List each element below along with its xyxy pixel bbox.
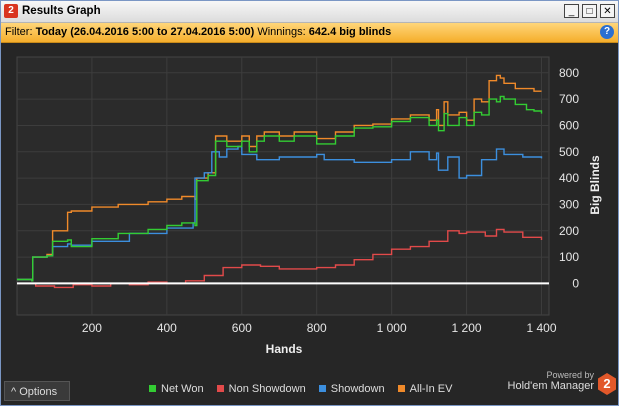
legend-label: All-In EV [409,383,453,395]
legend-item-showdown[interactable]: Showdown [318,383,385,395]
chevron-up-icon: ^ [11,386,17,398]
y-axis-ticks: 0 100 200 300 400 500 600 700 800 [559,66,579,291]
y-tick-label: 500 [559,145,579,159]
x-axis-label: Hands [266,342,303,356]
x-tick-label: 1 200 [452,321,482,335]
chart-series [17,74,549,289]
filter-bar: Filter: Today (26.04.2016 5:00 to 27.04.… [1,23,618,43]
x-tick-label: 600 [232,321,252,335]
y-tick-label: 800 [559,66,579,80]
filter-range[interactable]: Today (26.04.2016 5:00 to 27.04.2016 5:0… [35,26,255,38]
legend-swatch [216,384,224,392]
winnings-label: Winnings: [257,26,306,38]
options-button[interactable]: ^ Options [4,381,70,401]
y-tick-label: 200 [559,224,579,238]
legend-item-non-showdown[interactable]: Non Showdown [216,383,306,395]
app-logo-icon: 2 [4,4,18,18]
x-tick-label: 200 [82,321,102,335]
hm2-logo-icon: 2 [598,373,616,395]
y-tick-label: 600 [559,118,579,132]
y-axis-label: Big Blinds [588,155,602,215]
legend-swatch [149,384,156,392]
y-tick-label: 700 [559,92,579,106]
chart-grid [16,56,550,316]
x-tick-label: 800 [307,321,327,335]
close-button[interactable]: ✕ [600,4,615,18]
y-tick-label: 100 [559,250,579,264]
x-axis-ticks: 200 400 600 800 1 000 1 200 1 400 [82,321,557,335]
series-line-all-in-ev [17,74,542,282]
legend-label: Non Showdown [228,383,306,395]
x-tick-label: 400 [157,321,177,335]
options-label: Options [19,386,58,398]
window-title: Results Graph [22,5,101,17]
help-icon[interactable]: ? [600,25,614,39]
minimize-button[interactable]: _ [564,4,579,18]
legend-label: Showdown [330,383,385,395]
legend-swatch [318,384,326,392]
y-tick-label: 300 [559,197,579,211]
powered-by: Powered by Hold'em Manager [508,370,594,392]
plot-area [16,56,550,316]
maximize-button[interactable]: □ [582,4,597,18]
x-tick-label: 1 400 [526,321,556,335]
brand-name: Hold'em Manager [507,380,594,392]
y-tick-label: 0 [572,276,579,290]
legend-item-net-won[interactable]: Net Won [149,383,204,395]
powered-by-text: Powered by [546,370,594,380]
chart-svg: 200 400 600 800 1 000 1 200 1 400 0 100 200 300 40… [16,56,602,356]
title-bar[interactable]: 2 Results Graph _ □ ✕ [1,1,618,23]
series-line-net-won [17,95,543,282]
legend-item-all-in-ev[interactable]: All-In EV [397,383,453,395]
x-tick-label: 1 000 [377,321,407,335]
results-chart: 200 400 600 800 1 000 1 200 1 400 0 100 200 300 40… [1,43,618,405]
legend-swatch [397,384,405,392]
chart-legend: Net Won Non Showdown Showdown All-In EV [149,383,462,399]
winnings-value: 642.4 big blinds [308,26,392,38]
filter-label: Filter: [5,26,33,38]
legend-label: Net Won [161,383,204,395]
y-tick-label: 400 [559,171,579,185]
